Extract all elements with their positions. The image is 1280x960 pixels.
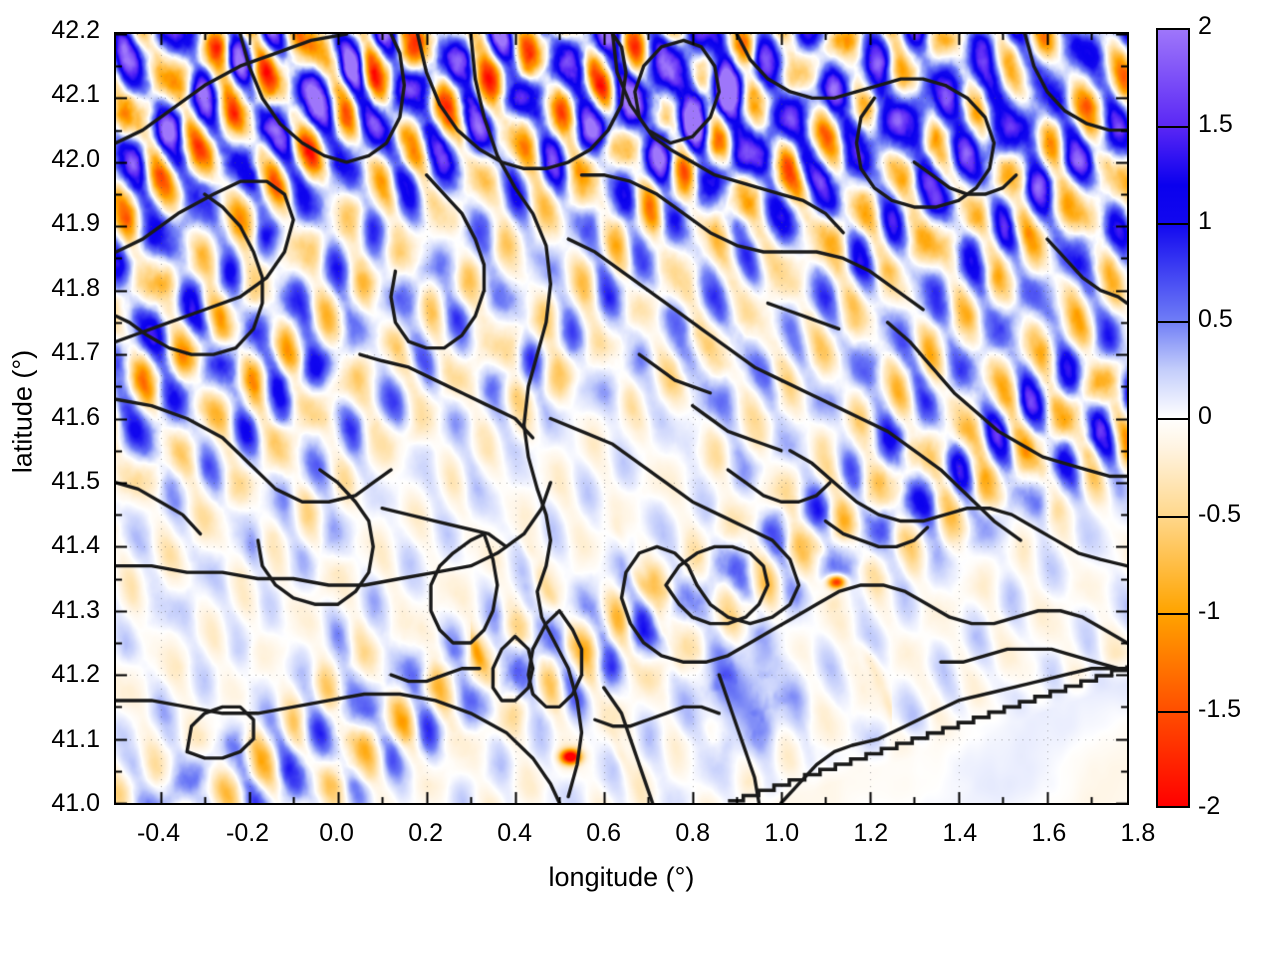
x-tick-label: 0.2 [408,819,443,847]
x-tick-label: 1.0 [764,819,800,847]
y-tick-label: 41.9 [51,209,100,238]
x-tick-label: 0.0 [319,819,354,847]
y-tick-label: 41.7 [51,338,100,367]
y-tick-label: 42.0 [51,144,100,173]
colorbar-tick-mark [1156,710,1190,713]
y-tick-label: 41.3 [51,595,100,624]
x-tick-label: 1.2 [853,819,889,847]
y-tick-label: 41.4 [51,531,100,560]
y-tick-label: 41.8 [51,273,100,302]
colorbar-tick-mark [1156,125,1190,128]
colorbar-tick-label: 1.5 [1198,109,1233,138]
x-tick-label: 1.4 [942,819,978,847]
colorbar-tick-mark [1156,223,1190,225]
vertical-wind-speed-heatmap [116,34,1127,803]
colorbar-tick-label: -1 [1198,597,1221,625]
y-tick-label: 41.6 [51,402,100,431]
colorbar-tick-label: 0 [1198,402,1212,430]
plot-area [114,32,1129,805]
x-tick-label: 1.8 [1120,819,1156,847]
y-axis-title: latitude (°) [7,349,38,474]
colorbar-tick-mark [1156,320,1190,323]
x-tick-label: 0.4 [497,819,533,847]
colorbar-tick-mark [1156,418,1190,420]
colorbar-tick-label: -2 [1198,792,1221,820]
colorbar-tick-label: 0.5 [1198,304,1233,333]
x-tick-label: 0.6 [586,819,622,847]
y-tick-label: 41.1 [51,724,100,753]
y-tick-label: 41.5 [51,466,100,495]
y-tick-label: 41.2 [51,660,100,689]
x-tick-label: -0.4 [136,819,181,847]
y-tick-label: 41.0 [51,789,100,817]
colorbar-tick-label: 2 [1198,12,1212,40]
y-tick-label: 42.1 [51,80,100,109]
colorbar-tick-mark [1156,515,1190,518]
y-tick-label: 42.2 [51,16,100,44]
x-tick-label: 0.8 [675,819,711,847]
x-tick-label: 1.6 [1031,819,1067,847]
colorbar-tick-mark [1156,613,1190,615]
x-tick-label: -0.2 [226,819,270,847]
colorbar-tick-label: 1 [1198,207,1212,235]
x-axis-title: longitude (°) [548,862,695,892]
colorbar-tick-label: -1.5 [1198,694,1242,723]
colorbar-tick-label: -0.5 [1198,499,1242,528]
